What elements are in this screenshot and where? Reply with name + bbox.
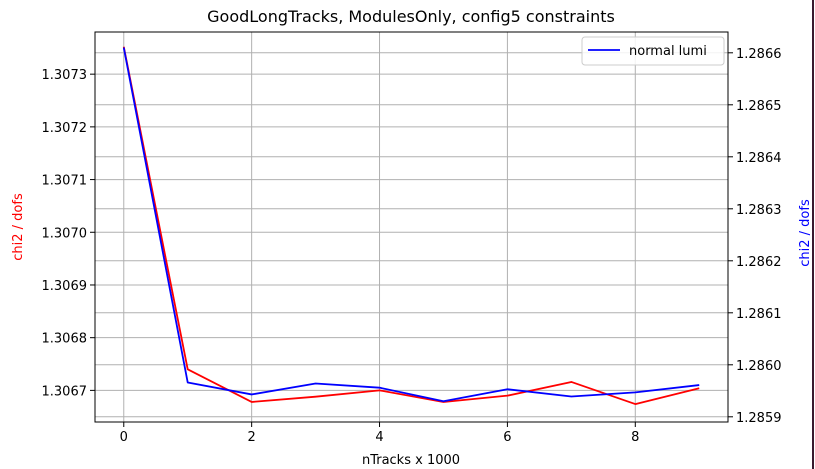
x-tick-label: 8 — [631, 430, 639, 445]
right-y-tick-label: 1.2863 — [736, 203, 782, 218]
right-y-tick-label: 1.2860 — [736, 359, 782, 374]
left-y-tick-label: 1.3070 — [42, 226, 88, 241]
right-y-tick-label: 1.2861 — [736, 307, 782, 322]
series-line-normal-lumi — [122, 47, 700, 403]
left-y-tick-label: 1.3067 — [42, 384, 88, 399]
right-y-tick-label: 1.2859 — [736, 411, 782, 426]
right-y-axis-label: chi2 / dofs — [798, 199, 813, 267]
chart-title: GoodLongTracks, ModulesOnly, config5 con… — [207, 7, 615, 26]
left-y-tick-label: 1.3068 — [42, 332, 88, 347]
legend-box — [581, 36, 725, 66]
left-y-tick-label: 1.3072 — [42, 121, 88, 136]
plot-frame — [94, 31, 729, 423]
legend: normal lumi — [581, 36, 725, 66]
x-tick-label: 0 — [120, 430, 128, 445]
right-y-tick-label: 1.2866 — [736, 47, 782, 62]
right-y-tick-label: 1.2865 — [736, 99, 782, 114]
left-y-tick-label: 1.3073 — [42, 68, 88, 83]
series-lines — [122, 46, 700, 405]
left-y-tick-label: 1.3069 — [42, 279, 88, 294]
left-y-tick-label: 1.3071 — [42, 174, 88, 189]
right-y-tick-label: 1.2862 — [736, 255, 782, 270]
series-line-left-axis — [122, 46, 700, 405]
left-y-axis-label: chi2 / dofs — [11, 193, 26, 261]
x-axis-label: nTracks x 1000 — [362, 453, 460, 468]
x-tick-label: 2 — [248, 430, 256, 445]
right-y-axis-ticks: 1.2859 1.2860 1.2861 1.2862 1.2863 1.2864 1.28… — [728, 47, 782, 426]
left-y-axis-ticks: 1.3067 1.3068 1.3069 1.3070 1.3071 1.3072 1.30… — [42, 68, 95, 399]
x-axis-ticks: 0 2 4 6 8 — [120, 422, 639, 445]
window-edge-line — [812, 0, 814, 469]
legend-label-normal-lumi: normal lumi — [629, 44, 707, 59]
right-y-tick-label: 1.2864 — [736, 151, 782, 166]
x-tick-label: 6 — [503, 430, 511, 445]
grid — [95, 32, 728, 422]
x-tick-label: 4 — [375, 430, 383, 445]
